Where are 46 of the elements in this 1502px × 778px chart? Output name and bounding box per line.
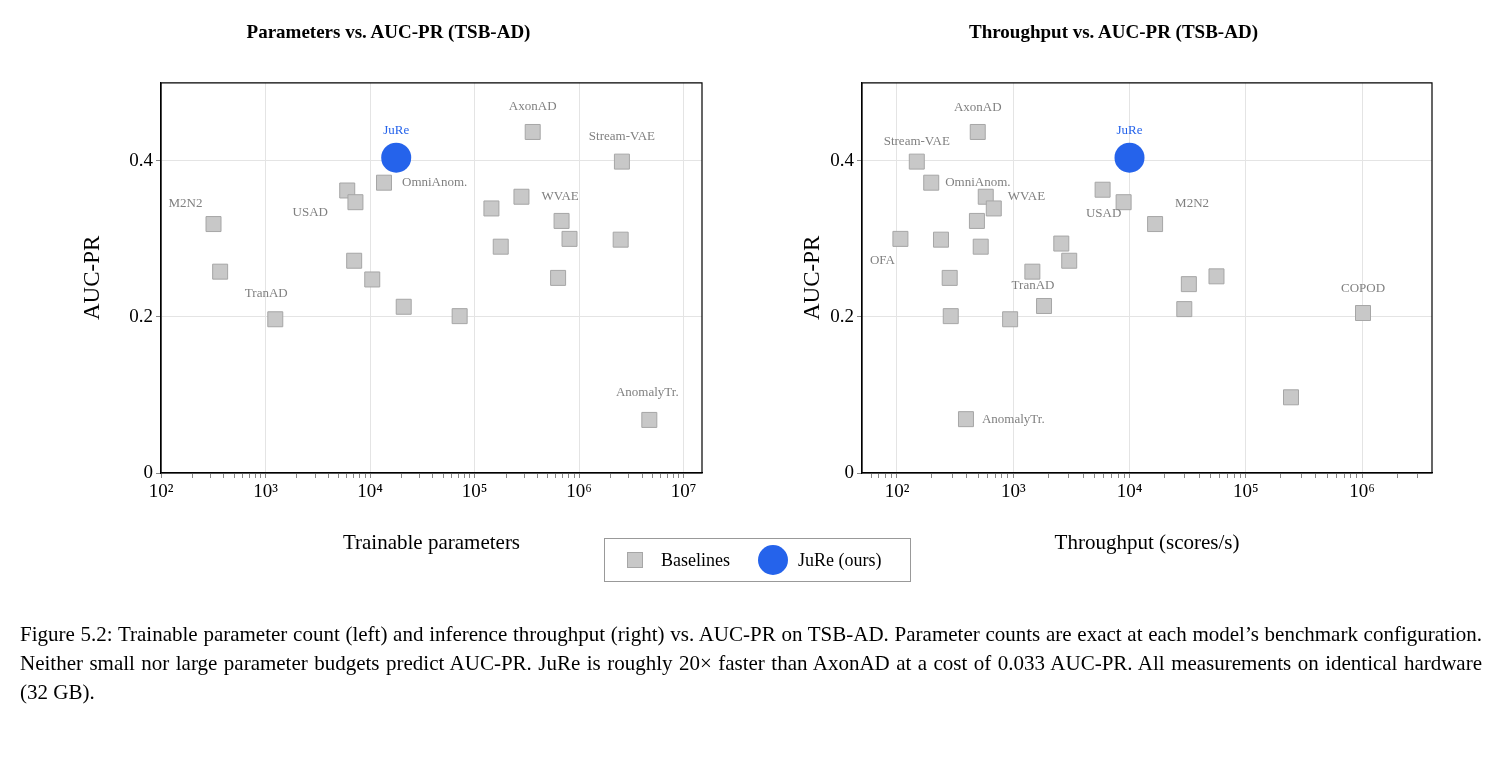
y-tick-label: 0.2 <box>830 304 854 326</box>
y-tick-label: 0 <box>844 460 854 482</box>
legend-label: Baselines <box>661 549 730 571</box>
annotation: Stream-VAE <box>883 133 950 149</box>
x-tick-label: 10⁶ <box>1349 480 1375 502</box>
x-tick-label: 10³ <box>253 480 279 502</box>
annotation: JuRe <box>1116 122 1143 138</box>
x-tick-label: 10³ <box>1000 480 1026 502</box>
y-axis-title: AUC-PR <box>78 235 104 321</box>
y-tick-label: 0.2 <box>129 304 153 326</box>
legend-label: JuRe (ours) <box>798 549 882 571</box>
y-tick-label: 0 <box>143 460 153 482</box>
annotation: WVAE <box>1007 187 1046 203</box>
x-tick-label: 10⁵ <box>461 480 488 502</box>
annotation: WVAE <box>541 188 579 204</box>
annotation: AnomalyTr. <box>615 384 679 400</box>
x-axis-title: Throughput (scores/s) <box>1054 529 1240 554</box>
annotation: OmniAnom. <box>945 174 1011 190</box>
x-tick-label: 10² <box>148 480 174 502</box>
x-tick-label: 10⁶ <box>566 480 592 502</box>
annotation: TranAD <box>244 284 288 300</box>
annotation: M2N2 <box>168 195 203 211</box>
x-tick-label: 10² <box>884 480 910 502</box>
caption: Figure 5.2: Trainable parameter count (left) and inference throughput (right) vs. AUC-PR on TSB-AD. Parameter counts are exact at each model’s benchmark configuration. Neither small nor large parameter budgets predict AUC-PR. JuRe is roughly 20× faster than AxonAD at a cost of 0.033 AUC-PR. All measurements on identical hardware (32 GB). <box>20 621 1482 706</box>
x-tick-label: 10⁴ <box>357 480 384 502</box>
annotation: AnomalyTr. <box>981 410 1045 426</box>
annotation: USAD <box>292 203 328 219</box>
annotation: TranAD <box>1011 277 1055 293</box>
annotation: M2N2 <box>1175 195 1210 211</box>
annotation: OFA <box>869 252 896 268</box>
annotation: USAD <box>1085 204 1122 220</box>
chart-title: Throughput vs. AUC-PR (TSB-AD) <box>969 21 1258 44</box>
annotation: JuRe <box>383 122 410 138</box>
chart-title: Parameters vs. AUC-PR (TSB-AD) <box>246 21 531 44</box>
x-tick-label: 10⁵ <box>1232 480 1259 502</box>
annotation: AxonAD <box>508 98 557 114</box>
y-axis-title: AUC-PR <box>798 235 824 321</box>
annotation: Stream-VAE <box>588 128 656 144</box>
y-tick-label: 0.4 <box>830 148 855 170</box>
annotation: COPOD <box>1340 280 1386 296</box>
annotation: OmniAnom. <box>402 174 468 190</box>
annotation: AxonAD <box>953 99 1002 115</box>
y-tick-label: 0.4 <box>129 148 154 170</box>
x-tick-label: 10⁴ <box>1116 480 1143 502</box>
x-tick-label: 10⁷ <box>670 480 697 502</box>
x-axis-title: Trainable parameters <box>342 529 521 554</box>
